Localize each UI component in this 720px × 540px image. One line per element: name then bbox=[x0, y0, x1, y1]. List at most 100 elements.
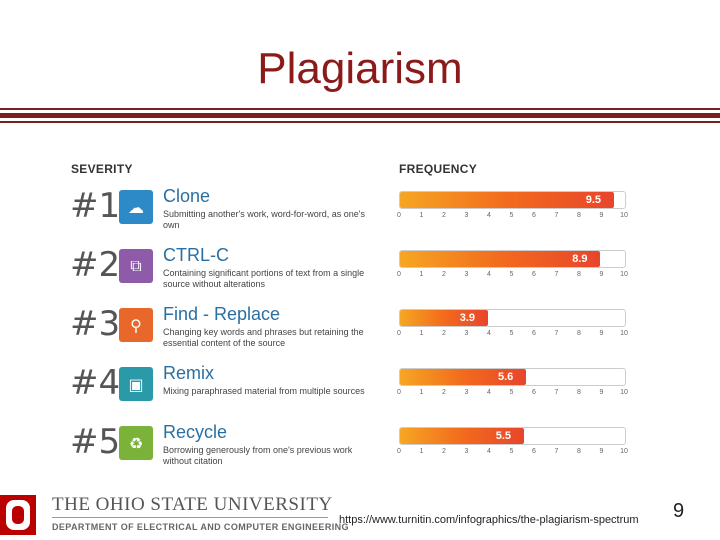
plagiarism-row: #4 ▣ Remix Mixing paraphrased material from… bbox=[60, 363, 660, 421]
scale-tick: 0 bbox=[397, 389, 401, 396]
scale-tick: 2 bbox=[442, 448, 446, 455]
magnifier-icon: ⚲ bbox=[119, 308, 153, 342]
department-name: DEPARTMENT OF ELECTRICAL AND COMPUTER EN… bbox=[52, 522, 349, 532]
frequency-scale: 0 1 2 3 4 5 6 7 8 9 10 bbox=[397, 389, 628, 399]
frequency-value: 3.9 bbox=[459, 312, 476, 324]
severity-rank: #1 bbox=[70, 186, 121, 226]
scale-tick: 0 bbox=[397, 448, 401, 455]
scale-tick: 3 bbox=[464, 330, 469, 337]
scale-tick: 6 bbox=[532, 330, 536, 337]
severity-rank: #4 bbox=[70, 363, 121, 403]
scale-tick: 4 bbox=[487, 448, 491, 455]
scale-tick: 7 bbox=[554, 448, 559, 455]
frequency-bar bbox=[400, 251, 601, 267]
type-description: Borrowing generously from one's previous… bbox=[163, 445, 353, 466]
university-name: THE OHIO STATE UNIVERSITY bbox=[52, 494, 333, 515]
cassette-icon: ▣ bbox=[119, 367, 153, 401]
scale-tick: 2 bbox=[442, 330, 446, 337]
scale-tick: 9 bbox=[599, 389, 604, 396]
scale-tick: 6 bbox=[532, 212, 536, 219]
frequency-bar-track: 5.6 bbox=[399, 368, 626, 386]
scale-tick: 7 bbox=[554, 271, 559, 278]
scale-tick: 5 bbox=[509, 271, 514, 278]
title-rule-thin bbox=[0, 108, 720, 110]
plagiarism-row: #1 ☁ Clone Submitting another's work, word-… bbox=[60, 186, 660, 244]
scale-tick: 8 bbox=[577, 212, 581, 219]
scale-tick: 1 bbox=[419, 448, 424, 455]
scale-tick: 6 bbox=[532, 271, 536, 278]
scale-tick: 3 bbox=[464, 448, 469, 455]
scale-tick: 4 bbox=[487, 271, 491, 278]
footer-divider bbox=[52, 517, 328, 518]
scale-tick: 8 bbox=[577, 330, 581, 337]
frequency-bar bbox=[400, 192, 614, 208]
plagiarism-row: #3 ⚲ Find - Replace Changing key words and … bbox=[60, 304, 660, 362]
scale-tick: 4 bbox=[487, 330, 491, 337]
type-name: Clone bbox=[163, 186, 211, 206]
scale-tick: 3 bbox=[464, 271, 469, 278]
scale-tick: 8 bbox=[577, 271, 581, 278]
scale-tick: 10 bbox=[620, 271, 628, 278]
type-description: Changing key words and phrases but retai… bbox=[163, 327, 364, 348]
scale-tick: 6 bbox=[532, 389, 536, 396]
type-name: Find - Replace bbox=[163, 304, 281, 324]
scale-tick: 10 bbox=[620, 330, 628, 337]
scale-tick: 0 bbox=[397, 212, 401, 219]
copy-icon: ⧉ bbox=[119, 249, 153, 283]
frequency-bar bbox=[400, 310, 488, 326]
frequency-scale: 0 1 2 3 4 5 6 7 8 9 10 bbox=[397, 271, 628, 281]
plagiarism-row: #5 ♻ Recycle Borrowing generously from one'… bbox=[60, 422, 660, 480]
scale-tick: 9 bbox=[599, 271, 604, 278]
frequency-value: 5.5 bbox=[495, 430, 512, 442]
infographic: SEVERITY FREQUENCY #1 ☁ Clone Submitting an… bbox=[60, 148, 660, 468]
frequency-bar-track: 9.5 bbox=[399, 191, 626, 209]
frequency-scale: 0 1 2 3 4 5 6 7 8 9 10 bbox=[397, 330, 628, 340]
frequency-bar bbox=[400, 369, 526, 385]
page-number: 9 bbox=[673, 500, 685, 522]
severity-rank: #5 bbox=[70, 422, 121, 462]
title-rule-thin-2 bbox=[0, 121, 720, 123]
scale-tick: 2 bbox=[442, 271, 446, 278]
scale-tick: 1 bbox=[419, 271, 424, 278]
scale-tick: 4 bbox=[487, 389, 491, 396]
scale-tick: 3 bbox=[464, 212, 469, 219]
scale-tick: 6 bbox=[532, 448, 536, 455]
frequency-bar-track: 3.9 bbox=[399, 309, 626, 327]
scale-tick: 7 bbox=[554, 212, 559, 219]
scale-tick: 10 bbox=[620, 212, 628, 219]
scale-tick: 9 bbox=[599, 330, 604, 337]
frequency-bar-track: 8.9 bbox=[399, 250, 626, 268]
sheep-icon: ☁ bbox=[119, 190, 153, 224]
ohio-state-logo bbox=[0, 495, 36, 535]
scale-tick: 9 bbox=[599, 212, 604, 219]
scale-tick: 10 bbox=[620, 448, 628, 455]
severity-header: SEVERITY bbox=[71, 162, 133, 176]
scale-tick: 2 bbox=[442, 212, 446, 219]
frequency-bar-track: 5.5 bbox=[399, 427, 626, 445]
scale-tick: 8 bbox=[577, 389, 581, 396]
scale-tick: 0 bbox=[397, 330, 401, 337]
type-description: Mixing paraphrased material from multipl… bbox=[163, 386, 365, 396]
type-name: Recycle bbox=[163, 422, 228, 442]
frequency-bar bbox=[400, 428, 524, 444]
scale-tick: 0 bbox=[397, 271, 401, 278]
frequency-header: FREQUENCY bbox=[399, 162, 478, 176]
frequency-value: 9.5 bbox=[585, 194, 602, 206]
scale-tick: 7 bbox=[554, 330, 559, 337]
frequency-scale: 0 1 2 3 4 5 6 7 8 9 10 bbox=[397, 212, 628, 222]
scale-tick: 5 bbox=[509, 448, 514, 455]
frequency-value: 8.9 bbox=[572, 253, 588, 265]
scale-tick: 10 bbox=[620, 389, 628, 396]
source-url[interactable]: https://www.turnitin.com/infographics/th… bbox=[339, 514, 639, 526]
recycle-icon: ♻ bbox=[119, 426, 153, 460]
plagiarism-row: #2 ⧉ CTRL-C Containing significant portions… bbox=[60, 245, 660, 303]
type-description: Submitting another's work, word-for-word… bbox=[163, 209, 366, 230]
scale-tick: 8 bbox=[577, 448, 581, 455]
slide-title: Plagiarism bbox=[257, 44, 463, 93]
scale-tick: 5 bbox=[509, 212, 514, 219]
title-rule-thick bbox=[0, 113, 720, 118]
scale-tick: 5 bbox=[509, 330, 514, 337]
scale-tick: 3 bbox=[464, 389, 469, 396]
scale-tick: 2 bbox=[442, 389, 446, 396]
scale-tick: 1 bbox=[419, 389, 424, 396]
